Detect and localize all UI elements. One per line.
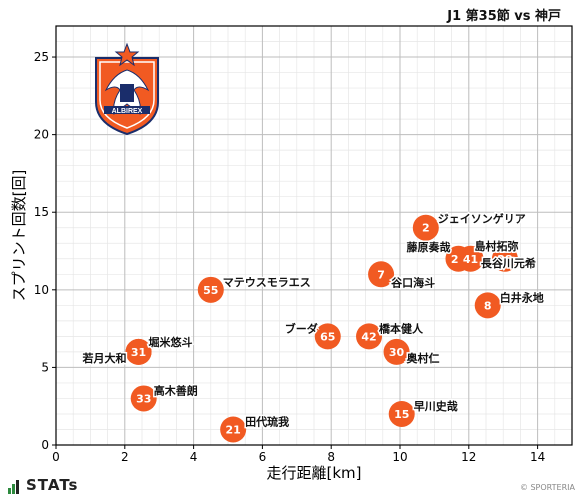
data-point-number: 2 xyxy=(422,222,430,235)
stats-brand: STATs xyxy=(8,475,78,494)
y-tick-label: 25 xyxy=(34,50,49,64)
x-tick-label: 2 xyxy=(121,450,129,464)
axes: 0 2 4 6 8 10 12 14 0 5 10 15 20 25 走行距離[km] スプリント回数[回] xyxy=(10,25,573,482)
data-point-number: 33 xyxy=(136,392,151,405)
data-point-number: 41 xyxy=(463,253,478,266)
data-point-number: 28 xyxy=(497,253,512,266)
data-point-number: 7 xyxy=(377,268,385,281)
data-point-label: 橋本健人 xyxy=(379,321,424,335)
data-point xyxy=(457,245,484,272)
data-point-label: 高木善朗 xyxy=(154,383,198,397)
data-point xyxy=(368,261,395,288)
data-point-label: 谷口海斗 xyxy=(391,275,435,289)
data-point xyxy=(130,385,157,412)
data-point-number: 55 xyxy=(203,284,218,297)
club-crest-logo: ALBIREX xyxy=(95,42,159,136)
data-point-label: 白井永地 xyxy=(500,290,544,304)
data-point-label: 田代琉我 xyxy=(245,414,289,428)
data-point-label: 若月大和 xyxy=(83,351,127,365)
y-tick-label: 5 xyxy=(41,360,49,374)
x-tick-label: 6 xyxy=(259,450,267,464)
data-point-number: 65 xyxy=(320,330,335,343)
data-point xyxy=(356,323,383,350)
copyright-text: © SPORTERIA xyxy=(519,483,575,492)
data-point-number: 42 xyxy=(361,330,376,343)
data-point-number: 15 xyxy=(394,408,409,421)
y-tick-label: 10 xyxy=(34,283,49,297)
x-tick-label: 14 xyxy=(530,450,545,464)
data-point xyxy=(383,338,410,365)
data-point-label: マテウスモラエス xyxy=(223,276,311,289)
data-point xyxy=(412,214,439,241)
x-tick-label: 0 xyxy=(52,450,60,464)
data-point xyxy=(314,323,341,350)
y-tick-label: 0 xyxy=(41,438,49,452)
data-point-label: 長谷川元希 xyxy=(481,256,536,270)
data-point-label: 早川史哉 xyxy=(414,399,458,413)
data-point xyxy=(474,292,501,319)
data-point xyxy=(125,338,152,365)
x-tick-label: 10 xyxy=(392,450,407,464)
brand-text: STATs xyxy=(26,475,79,494)
data-points: 225412875586542301831331521 xyxy=(125,214,518,443)
data-point-label: ジェイソンゲリア xyxy=(438,212,526,226)
data-point xyxy=(388,400,415,427)
bar-chart-icon xyxy=(8,475,20,494)
y-tick-label: 20 xyxy=(34,128,49,142)
data-point xyxy=(491,245,518,272)
data-point xyxy=(220,416,247,443)
data-point-label: 藤原奏哉 xyxy=(406,240,450,254)
data-point-number: 31 xyxy=(131,346,146,359)
y-axis-label: スプリント回数[回] xyxy=(10,170,28,302)
plot-frame xyxy=(55,25,573,446)
x-tick-label: 8 xyxy=(327,450,335,464)
data-point xyxy=(197,276,224,303)
x-axis-label: 走行距離[km] xyxy=(266,464,361,482)
data-point-label: 奥村仁 xyxy=(406,351,440,365)
chart-title: J1 第35節 vs 神戸 xyxy=(447,9,561,24)
data-point-number: 21 xyxy=(226,423,241,436)
x-tick-label: 4 xyxy=(190,450,198,464)
data-point-number: 8 xyxy=(484,299,492,312)
svg-text:ALBIREX: ALBIREX xyxy=(112,108,143,115)
x-tick-label: 12 xyxy=(461,450,476,464)
data-point-label: 島村拓弥 xyxy=(475,239,519,253)
data-point-label: 堀米悠斗 xyxy=(149,335,193,349)
data-point-number: 30 xyxy=(389,346,405,359)
data-point-label: ブーダ xyxy=(285,321,318,335)
y-tick-label: 15 xyxy=(34,205,49,219)
